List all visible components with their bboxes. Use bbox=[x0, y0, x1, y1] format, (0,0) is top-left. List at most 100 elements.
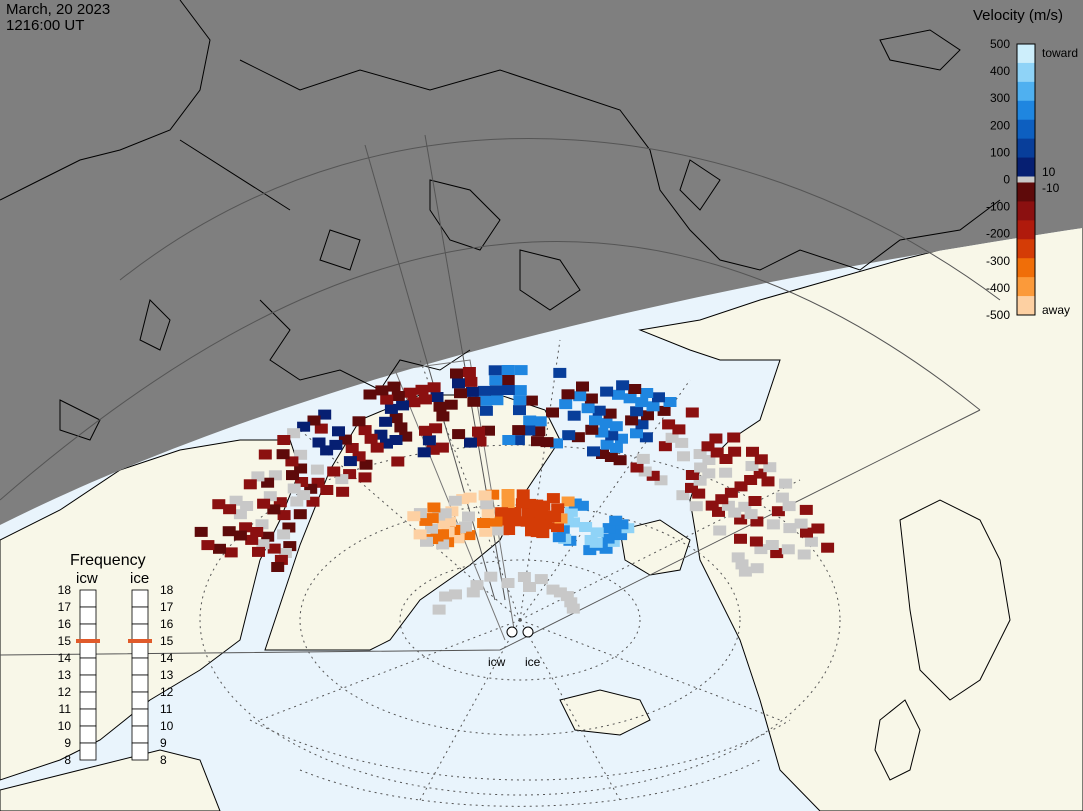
velocity-cell bbox=[345, 443, 359, 453]
velocity-cell bbox=[477, 518, 491, 528]
velocity-cell bbox=[250, 527, 264, 537]
velocity-cell bbox=[693, 475, 707, 486]
colorbar-away-segment bbox=[1017, 182, 1035, 202]
velocity-cell bbox=[640, 388, 654, 398]
velocity-cell bbox=[436, 518, 450, 529]
velocity-cell bbox=[746, 446, 759, 457]
velocity-cell bbox=[261, 531, 275, 542]
frequency-cell bbox=[79, 623, 97, 642]
velocity-cell bbox=[738, 501, 752, 512]
colorbar-toward-segment bbox=[1017, 44, 1035, 64]
velocity-cell bbox=[728, 507, 742, 518]
velocity-cell bbox=[252, 546, 265, 557]
velocity-cell bbox=[364, 433, 378, 444]
velocity-cell bbox=[514, 516, 528, 527]
velocity-cell bbox=[465, 386, 479, 397]
velocity-cell bbox=[685, 482, 698, 493]
velocity-cell bbox=[602, 523, 616, 534]
velocity-cell bbox=[646, 401, 660, 412]
velocity-cell bbox=[516, 489, 530, 500]
radar-site-icw-label: icw bbox=[488, 655, 506, 669]
velocity-cell bbox=[797, 549, 811, 560]
velocity-cell bbox=[748, 496, 762, 506]
frequency-tick-label: 9 bbox=[160, 736, 167, 750]
colorbar-tick-label: 200 bbox=[990, 118, 1010, 132]
velocity-cell bbox=[470, 580, 484, 591]
velocity-cell bbox=[394, 422, 408, 433]
velocity-cell bbox=[576, 381, 589, 392]
velocity-cell bbox=[389, 435, 403, 445]
velocity-cell bbox=[771, 506, 785, 517]
velocity-cell bbox=[522, 425, 536, 436]
velocity-cell bbox=[623, 393, 637, 404]
velocity-cell bbox=[314, 423, 328, 434]
velocity-cell bbox=[327, 466, 341, 477]
toward-label: toward bbox=[1042, 46, 1078, 60]
radar-site-ice-label: ice bbox=[525, 655, 541, 669]
velocity-cell bbox=[243, 479, 257, 490]
velocity-cell bbox=[639, 432, 653, 443]
colorbar-toward-segment bbox=[1017, 81, 1035, 102]
velocity-cell bbox=[352, 416, 366, 427]
velocity-cell bbox=[781, 544, 795, 555]
velocity-colorbar: Velocity (m/s) toward away 10 -10 500 400… bbox=[973, 7, 1078, 322]
velocity-cell bbox=[451, 533, 465, 544]
velocity-cell bbox=[635, 397, 649, 408]
velocity-cell bbox=[550, 438, 563, 449]
radar-site-markers: icw ice bbox=[488, 626, 541, 669]
velocity-cell bbox=[609, 421, 623, 432]
velocity-cell bbox=[749, 536, 763, 547]
velocity-cell bbox=[297, 490, 311, 501]
velocity-cell bbox=[821, 542, 835, 553]
colorbar-toward-segment bbox=[1017, 157, 1035, 177]
velocity-cell bbox=[657, 405, 671, 416]
velocity-cell bbox=[359, 459, 373, 470]
velocity-cell bbox=[380, 394, 394, 405]
velocity-cell bbox=[379, 416, 393, 427]
velocity-cell bbox=[501, 375, 515, 385]
frequency-cell bbox=[131, 640, 149, 659]
night-coastlines bbox=[0, 0, 1001, 441]
velocity-cell bbox=[425, 523, 438, 534]
velocity-cell bbox=[271, 562, 285, 572]
velocity-cell bbox=[320, 445, 334, 456]
frequency-tick-label: 11 bbox=[59, 702, 72, 716]
velocity-cell bbox=[486, 489, 500, 500]
frequency-cell bbox=[131, 725, 149, 744]
velocity-cell bbox=[728, 446, 742, 457]
date-label: March, 20 2023 bbox=[6, 1, 111, 18]
velocity-cell bbox=[630, 406, 644, 417]
colorbar-tick-label: 400 bbox=[990, 64, 1010, 78]
velocity-cell bbox=[600, 439, 614, 450]
velocity-cell bbox=[478, 395, 492, 406]
velocity-cell bbox=[511, 435, 525, 446]
velocity-cell bbox=[239, 522, 253, 533]
velocity-cell bbox=[559, 399, 573, 410]
colorbar-away-segment bbox=[1017, 277, 1035, 297]
velocity-cell bbox=[432, 604, 446, 615]
velocity-cell bbox=[587, 446, 600, 457]
velocity-cell bbox=[389, 413, 403, 424]
away-label: away bbox=[1042, 303, 1070, 317]
velocity-cell bbox=[571, 432, 585, 443]
frequency-tick-label: 16 bbox=[58, 617, 72, 631]
velocity-cell bbox=[701, 441, 715, 452]
velocity-cell bbox=[702, 455, 716, 465]
velocity-cell bbox=[517, 572, 531, 582]
velocity-cell bbox=[501, 507, 515, 517]
velocity-cell bbox=[304, 483, 318, 494]
velocity-cell bbox=[537, 500, 551, 511]
velocity-cell bbox=[528, 508, 542, 519]
frequency-cell bbox=[131, 623, 149, 642]
velocity-cell bbox=[551, 522, 564, 533]
velocity-cell bbox=[380, 438, 393, 449]
velocity-cell bbox=[601, 533, 615, 544]
velocity-cell bbox=[306, 496, 320, 507]
velocity-cell bbox=[540, 437, 554, 448]
velocity-cell bbox=[489, 375, 503, 386]
velocity-cell bbox=[449, 589, 462, 600]
velocity-cell bbox=[462, 530, 476, 541]
velocity-cell bbox=[479, 526, 493, 537]
velocity-cell bbox=[258, 449, 272, 460]
velocity-cell bbox=[478, 490, 492, 501]
